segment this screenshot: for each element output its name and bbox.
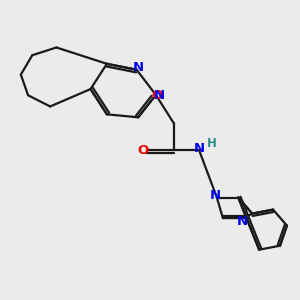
Text: N: N xyxy=(237,214,248,228)
Text: N: N xyxy=(133,61,144,74)
Text: O: O xyxy=(152,88,163,102)
Text: O: O xyxy=(138,143,149,157)
Text: N: N xyxy=(153,88,164,101)
Text: H: H xyxy=(207,137,217,150)
Text: N: N xyxy=(210,189,221,202)
Text: N: N xyxy=(194,142,205,155)
